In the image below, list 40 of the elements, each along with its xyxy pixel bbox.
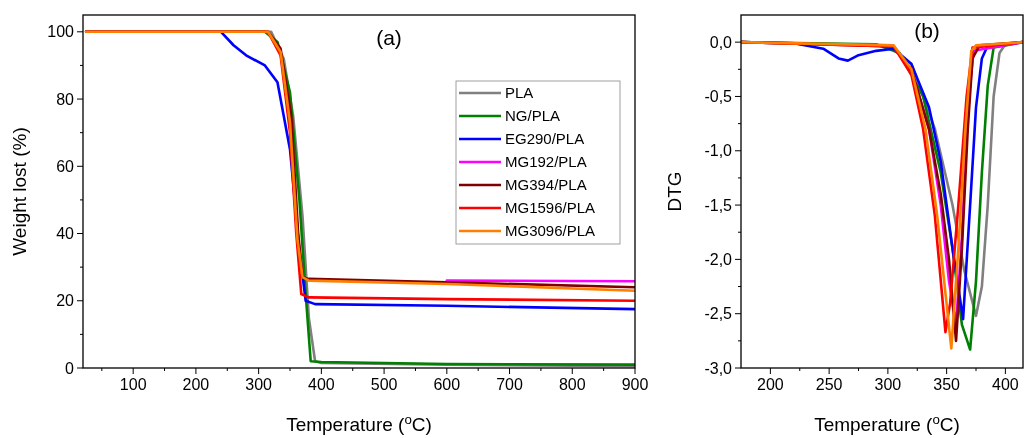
x-axis-title: Temperature ($^{o}$C) — [286, 411, 432, 435]
x-tick-label: 900 — [621, 376, 649, 393]
chart-title: (b) — [914, 19, 940, 42]
text: (a) — [376, 26, 402, 49]
y-tick-label: 0,0 — [709, 33, 733, 51]
x-tick-label: 200 — [182, 376, 210, 393]
legend-label: MG3096/PLA — [505, 222, 596, 240]
y-tick-label: 20 — [56, 292, 75, 310]
x-tick-label: 100 — [119, 376, 147, 393]
x-tick-label: 400 — [308, 376, 335, 393]
x-tick-label: 250 — [815, 376, 843, 393]
x-tick-label: 400 — [992, 376, 1019, 393]
x-tick-label: 800 — [558, 376, 586, 393]
x-tick-label: 300 — [245, 376, 273, 393]
y-tick-label: -2,5 — [704, 305, 733, 323]
legend-label: NG/PLA — [505, 107, 561, 125]
y-tick-label: 60 — [56, 157, 75, 175]
y-axis-title: DTG — [664, 171, 685, 212]
legend-label: MG1596/PLA — [505, 199, 596, 217]
legend-label: MG394/PLA — [505, 176, 587, 194]
x-tick-label: 350 — [933, 376, 961, 393]
y-tick-label: 80 — [56, 90, 75, 108]
y-tick-label: -2,0 — [704, 250, 733, 268]
x-tick-label: 200 — [757, 376, 784, 393]
x-tick-label: 500 — [370, 376, 398, 393]
y-tick-label: -1,0 — [704, 142, 733, 160]
y-tick-label: -3,0 — [704, 359, 733, 377]
y-axis-title: Weight lost (%) — [9, 127, 30, 256]
y-tick-label: -0,5 — [704, 88, 733, 106]
x-tick-label: 300 — [874, 376, 902, 393]
x-tick-label: 600 — [433, 376, 461, 393]
y-tick-label: 100 — [47, 23, 75, 41]
legend-label: MG192/PLA — [505, 153, 587, 171]
legend-label: EG290/PLA — [505, 130, 585, 148]
x-axis-title: Temperature ($^{o}$C) — [814, 411, 960, 435]
y-tick-label: 0 — [65, 359, 75, 377]
x-tick-label: 700 — [496, 376, 523, 393]
y-tick-label: 40 — [56, 225, 75, 243]
y-tick-label: -1,5 — [704, 196, 733, 214]
legend-label: PLA — [505, 84, 534, 102]
